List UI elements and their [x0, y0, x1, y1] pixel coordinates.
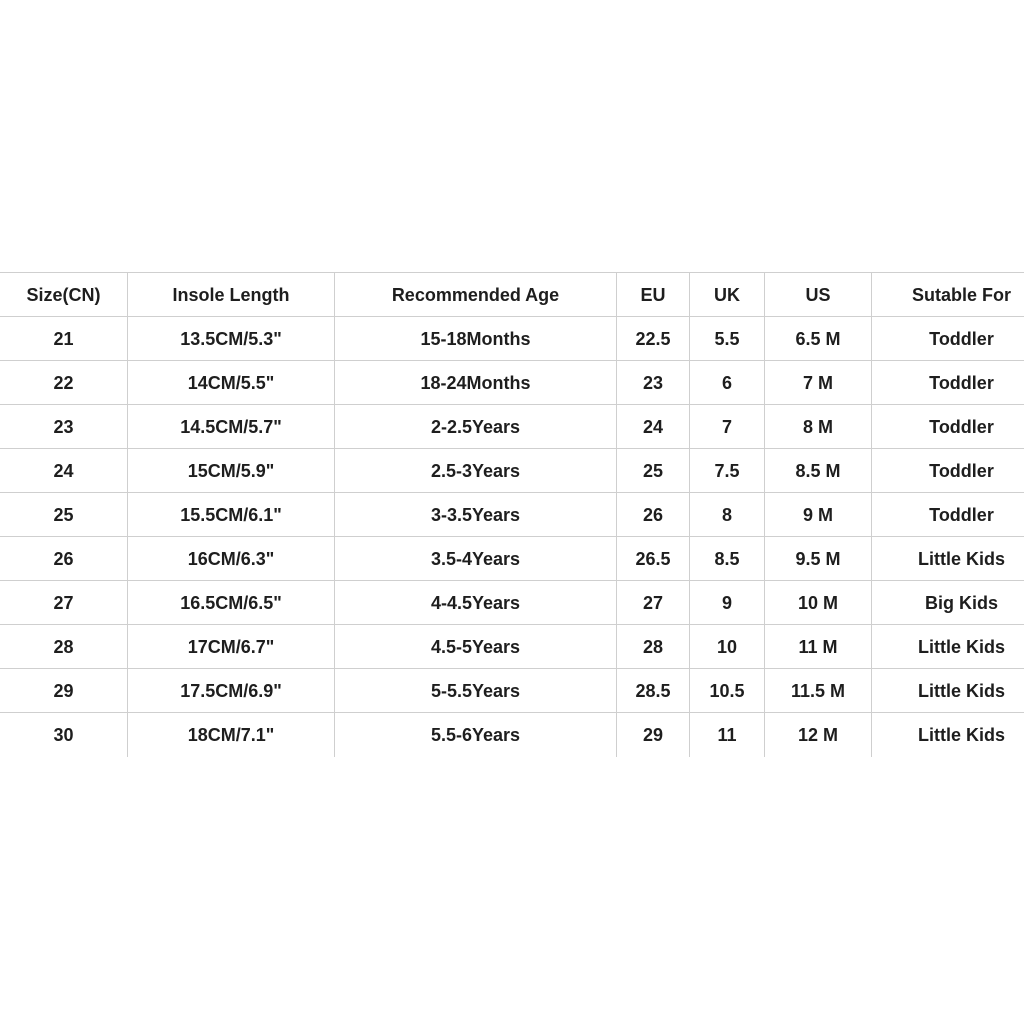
table-cell: Toddler	[871, 493, 1024, 537]
table-cell: 26	[616, 493, 689, 537]
table-cell: Toddler	[871, 317, 1024, 361]
table-row: 29 17.5CM/6.9" 5-5.5Years 28.5 10.5 11.5 M Lit…	[0, 668, 1024, 713]
table-cell: 28.5	[616, 669, 689, 713]
table-row: 26 16CM/6.3" 3.5-4Years 26.5 8.5 9.5 M Little …	[0, 536, 1024, 581]
table-cell: 9.5 M	[764, 537, 871, 581]
table-cell: Little Kids	[871, 537, 1024, 581]
table-cell: 26.5	[616, 537, 689, 581]
table-cell: 16.5CM/6.5"	[127, 581, 334, 625]
table-cell: Little Kids	[871, 669, 1024, 713]
table-cell: 9 M	[764, 493, 871, 537]
table-cell: 14.5CM/5.7"	[127, 405, 334, 449]
column-header: Insole Length	[127, 273, 334, 317]
table-cell: 29	[616, 713, 689, 757]
table-cell: 23	[616, 361, 689, 405]
table-cell: 14CM/5.5"	[127, 361, 334, 405]
table-cell: 10.5	[689, 669, 764, 713]
table-cell: 17CM/6.7"	[127, 625, 334, 669]
table-cell: 8	[689, 493, 764, 537]
table-cell: 15CM/5.9"	[127, 449, 334, 493]
table-cell: 24	[616, 405, 689, 449]
table-row: 21 13.5CM/5.3" 15-18Months 22.5 5.5 6.5 M Todd…	[0, 316, 1024, 361]
table-cell: 10 M	[764, 581, 871, 625]
table-cell: 18CM/7.1"	[127, 713, 334, 757]
table-cell: 11 M	[764, 625, 871, 669]
table-cell: 6.5 M	[764, 317, 871, 361]
column-header: EU	[616, 273, 689, 317]
table-cell: 9	[689, 581, 764, 625]
table-cell: 5.5	[689, 317, 764, 361]
column-header: Sutable For	[871, 273, 1024, 317]
table-cell: 17.5CM/6.9"	[127, 669, 334, 713]
table-cell: 3-3.5Years	[334, 493, 616, 537]
table-cell: 27	[616, 581, 689, 625]
header-row: Size(CN) Insole Length Recommended Age EU UK…	[0, 272, 1024, 317]
table-cell: 4.5-5Years	[334, 625, 616, 669]
table-cell: 5.5-6Years	[334, 713, 616, 757]
column-header: UK	[689, 273, 764, 317]
table-cell: 30	[53, 725, 74, 745]
table-cell: 27	[53, 593, 74, 613]
table-row: 27 16.5CM/6.5" 4-4.5Years 27 9 10 M Big Kids	[0, 580, 1024, 625]
table-cell: Toddler	[871, 405, 1024, 449]
table-cell: 24	[53, 461, 74, 481]
table-cell: 8.5	[689, 537, 764, 581]
table-cell: 4-4.5Years	[334, 581, 616, 625]
table-cell: 21	[53, 329, 74, 349]
table-row: 28 17CM/6.7" 4.5-5Years 28 10 11 M Little Kids	[0, 624, 1024, 669]
table-row: 22 14CM/5.5" 18-24Months 23 6 7 M Toddler	[0, 360, 1024, 405]
table-cell: 11	[689, 713, 764, 757]
table-cell: 25	[53, 505, 74, 525]
table-cell: Toddler	[871, 449, 1024, 493]
table-cell: 25	[616, 449, 689, 493]
table-cell: Little Kids	[871, 625, 1024, 669]
table-cell: 22.5	[616, 317, 689, 361]
table-cell: 29	[53, 681, 74, 701]
table-cell: 8 M	[764, 405, 871, 449]
table-row: 24 15CM/5.9" 2.5-3Years 25 7.5 8.5 M Toddler	[0, 448, 1024, 493]
table-cell: 2-2.5Years	[334, 405, 616, 449]
table-cell: 12 M	[764, 713, 871, 757]
table-cell: 8.5 M	[764, 449, 871, 493]
table-cell: 23	[53, 417, 74, 437]
table-cell: Little Kids	[871, 713, 1024, 757]
table-cell: 18-24Months	[334, 361, 616, 405]
column-header: Size(CN)	[26, 285, 101, 305]
table-cell: 28	[53, 637, 74, 657]
table-cell: 11.5 M	[764, 669, 871, 713]
table-cell: 2.5-3Years	[334, 449, 616, 493]
table-cell: 3.5-4Years	[334, 537, 616, 581]
table-cell: 7.5	[689, 449, 764, 493]
table-cell: Big Kids	[871, 581, 1024, 625]
column-header: US	[764, 273, 871, 317]
column-header: Recommended Age	[334, 273, 616, 317]
table-cell: 15-18Months	[334, 317, 616, 361]
table-cell: 28	[616, 625, 689, 669]
table-row: 30 18CM/7.1" 5.5-6Years 29 11 12 M Little Kids	[0, 712, 1024, 757]
table-cell: 16CM/6.3"	[127, 537, 334, 581]
table-cell: 7 M	[764, 361, 871, 405]
table-cell: 22	[53, 373, 74, 393]
table-cell: 7	[689, 405, 764, 449]
size-chart-table: Size(CN) Insole Length Recommended Age EU UK…	[0, 272, 1024, 757]
table-cell: 26	[53, 549, 74, 569]
table-cell: 13.5CM/5.3"	[127, 317, 334, 361]
table-cell: 6	[689, 361, 764, 405]
table-row: 25 15.5CM/6.1" 3-3.5Years 26 8 9 M Toddler	[0, 492, 1024, 537]
table-row: 23 14.5CM/5.7" 2-2.5Years 24 7 8 M Toddler	[0, 404, 1024, 449]
table-cell: 15.5CM/6.1"	[127, 493, 334, 537]
table-cell: 5-5.5Years	[334, 669, 616, 713]
table-cell: 10	[689, 625, 764, 669]
table-cell: Toddler	[871, 361, 1024, 405]
